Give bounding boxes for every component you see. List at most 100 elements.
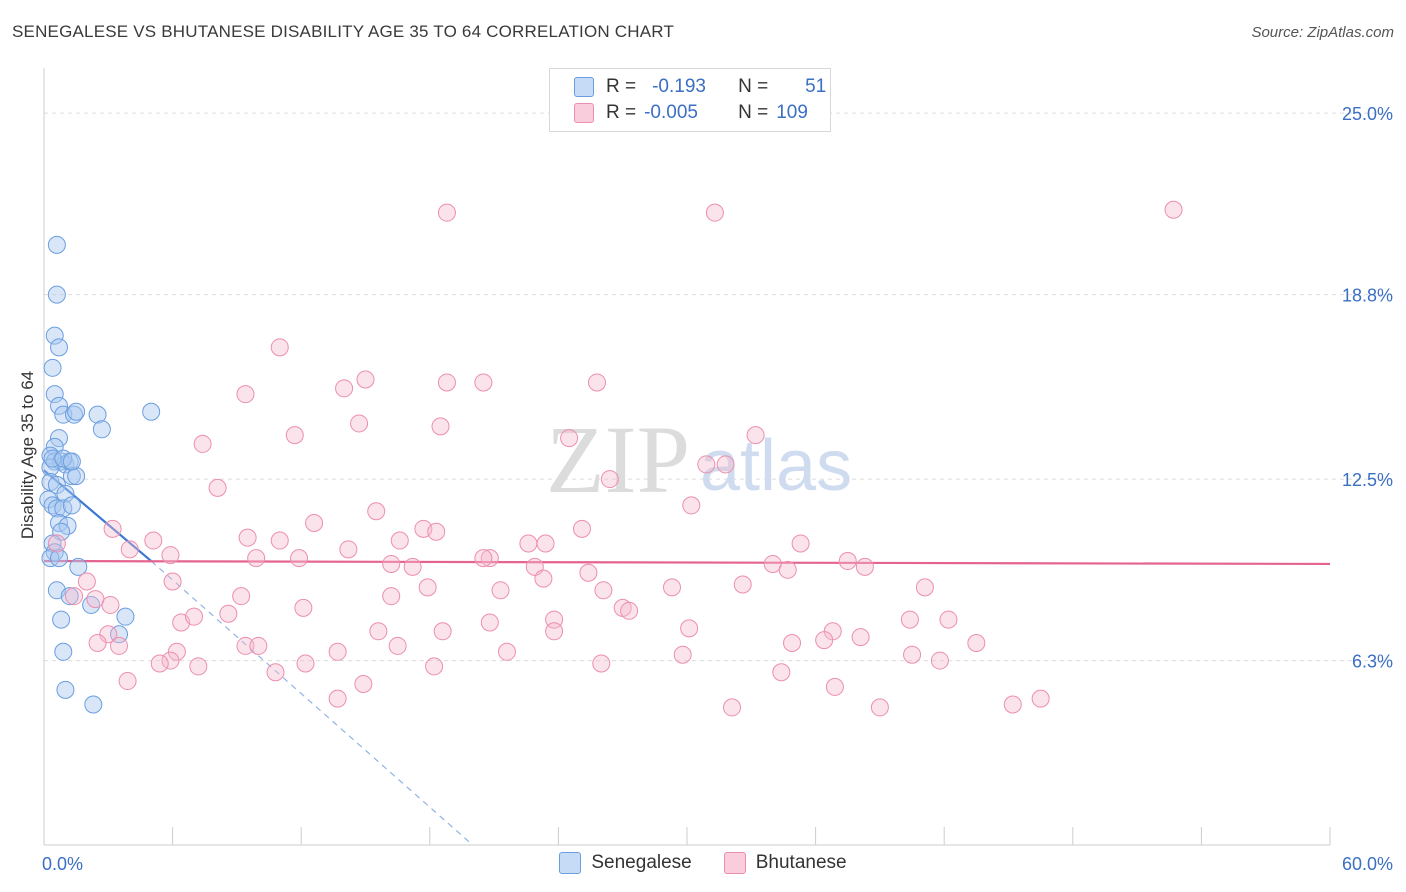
axis-labels: 6.3% 12.5% 18.8% 25.0% 0.0% 60.0% Disability A… (18, 104, 1393, 874)
data-point (236, 636, 255, 655)
data-point (427, 522, 446, 541)
series-bhutanese (47, 200, 1183, 717)
data-point (60, 587, 79, 606)
data-point (339, 540, 358, 559)
data-point (723, 698, 742, 717)
data-point (270, 338, 289, 357)
data-point (249, 636, 268, 655)
data-point (45, 385, 64, 404)
data-point (915, 578, 934, 597)
data-point (388, 636, 407, 655)
data-point (403, 557, 422, 576)
data-point (680, 619, 699, 638)
data-point (77, 572, 96, 591)
data-point (791, 534, 810, 553)
data-point (47, 499, 66, 518)
data-point (594, 581, 613, 600)
data-point (545, 622, 564, 641)
data-point (47, 285, 66, 304)
y-axis-title: Disability Age 35 to 64 (18, 371, 37, 539)
data-point (763, 554, 782, 573)
legend-row-bhutanese: R = -0.005 N = 109 (574, 101, 816, 125)
series-senegalese (39, 235, 161, 714)
legend-r-value: -0.193 (652, 76, 706, 97)
legend-r-label: R = (606, 76, 637, 97)
data-point (296, 654, 315, 673)
data-point (45, 326, 64, 345)
data-point (67, 467, 86, 486)
data-point (54, 642, 73, 661)
legend-r-label: R = (606, 102, 637, 123)
data-point (185, 607, 204, 626)
source-label: Source: ZipAtlas.com (1251, 24, 1394, 41)
data-point (208, 478, 227, 497)
data-point (84, 695, 103, 714)
data-point (390, 531, 409, 550)
data-point (167, 642, 186, 661)
data-point (62, 467, 81, 486)
data-point (356, 370, 375, 389)
data-point (733, 575, 752, 594)
data-point (328, 689, 347, 708)
data-point (579, 563, 598, 582)
data-point (350, 414, 369, 433)
data-point (47, 235, 66, 254)
data-point (354, 674, 373, 693)
data-point (939, 610, 958, 629)
data-point (903, 645, 922, 664)
data-point (142, 402, 161, 421)
x-tick-label: 60.0% (1342, 854, 1393, 874)
data-point (662, 578, 681, 597)
data-point (437, 203, 456, 222)
data-point (480, 549, 499, 568)
chart-title: SENEGALESE VS BHUTANESE DISABILITY AGE 3… (12, 22, 675, 41)
data-point (110, 636, 129, 655)
data-point (328, 642, 347, 661)
data-point (772, 663, 791, 682)
data-point (99, 625, 118, 644)
data-point (519, 534, 538, 553)
trend-line-bhutanese (43, 559, 1331, 566)
data-point (56, 680, 75, 699)
data-point (967, 634, 986, 653)
data-point (41, 458, 60, 477)
data-point (232, 587, 251, 606)
data-point (103, 519, 122, 538)
legend-row-senegalese: R = -0.193 N = 51 (574, 75, 826, 99)
data-point (433, 622, 452, 641)
data-point (236, 385, 255, 404)
data-point (1164, 200, 1183, 219)
data-point (536, 534, 555, 553)
data-point (870, 698, 889, 717)
data-point (778, 560, 797, 579)
data-point (1031, 689, 1050, 708)
data-point (47, 534, 66, 553)
data-point (783, 634, 802, 653)
legend-r-value: -0.005 (644, 102, 698, 123)
data-point (682, 496, 701, 515)
data-point (838, 552, 857, 571)
y-tick-label: 18.8% (1342, 286, 1393, 306)
data-point (247, 549, 266, 568)
data-point (534, 569, 553, 588)
data-point (88, 634, 107, 653)
data-point (305, 513, 324, 532)
data-point (69, 557, 88, 576)
data-point (161, 546, 180, 565)
data-point (43, 358, 62, 377)
data-points (39, 200, 1183, 717)
data-point (560, 429, 579, 448)
data-point (716, 455, 735, 474)
data-point (431, 417, 450, 436)
data-point (620, 601, 639, 620)
data-point (294, 598, 313, 617)
data-point (67, 402, 86, 421)
data-point (697, 455, 716, 474)
data-point (705, 203, 724, 222)
data-point (497, 642, 516, 661)
bottom-legend: Senegalese Bhutanese (0, 852, 1406, 874)
legend-swatch-senegalese (574, 77, 594, 97)
data-point (266, 663, 285, 682)
data-point (480, 613, 499, 632)
